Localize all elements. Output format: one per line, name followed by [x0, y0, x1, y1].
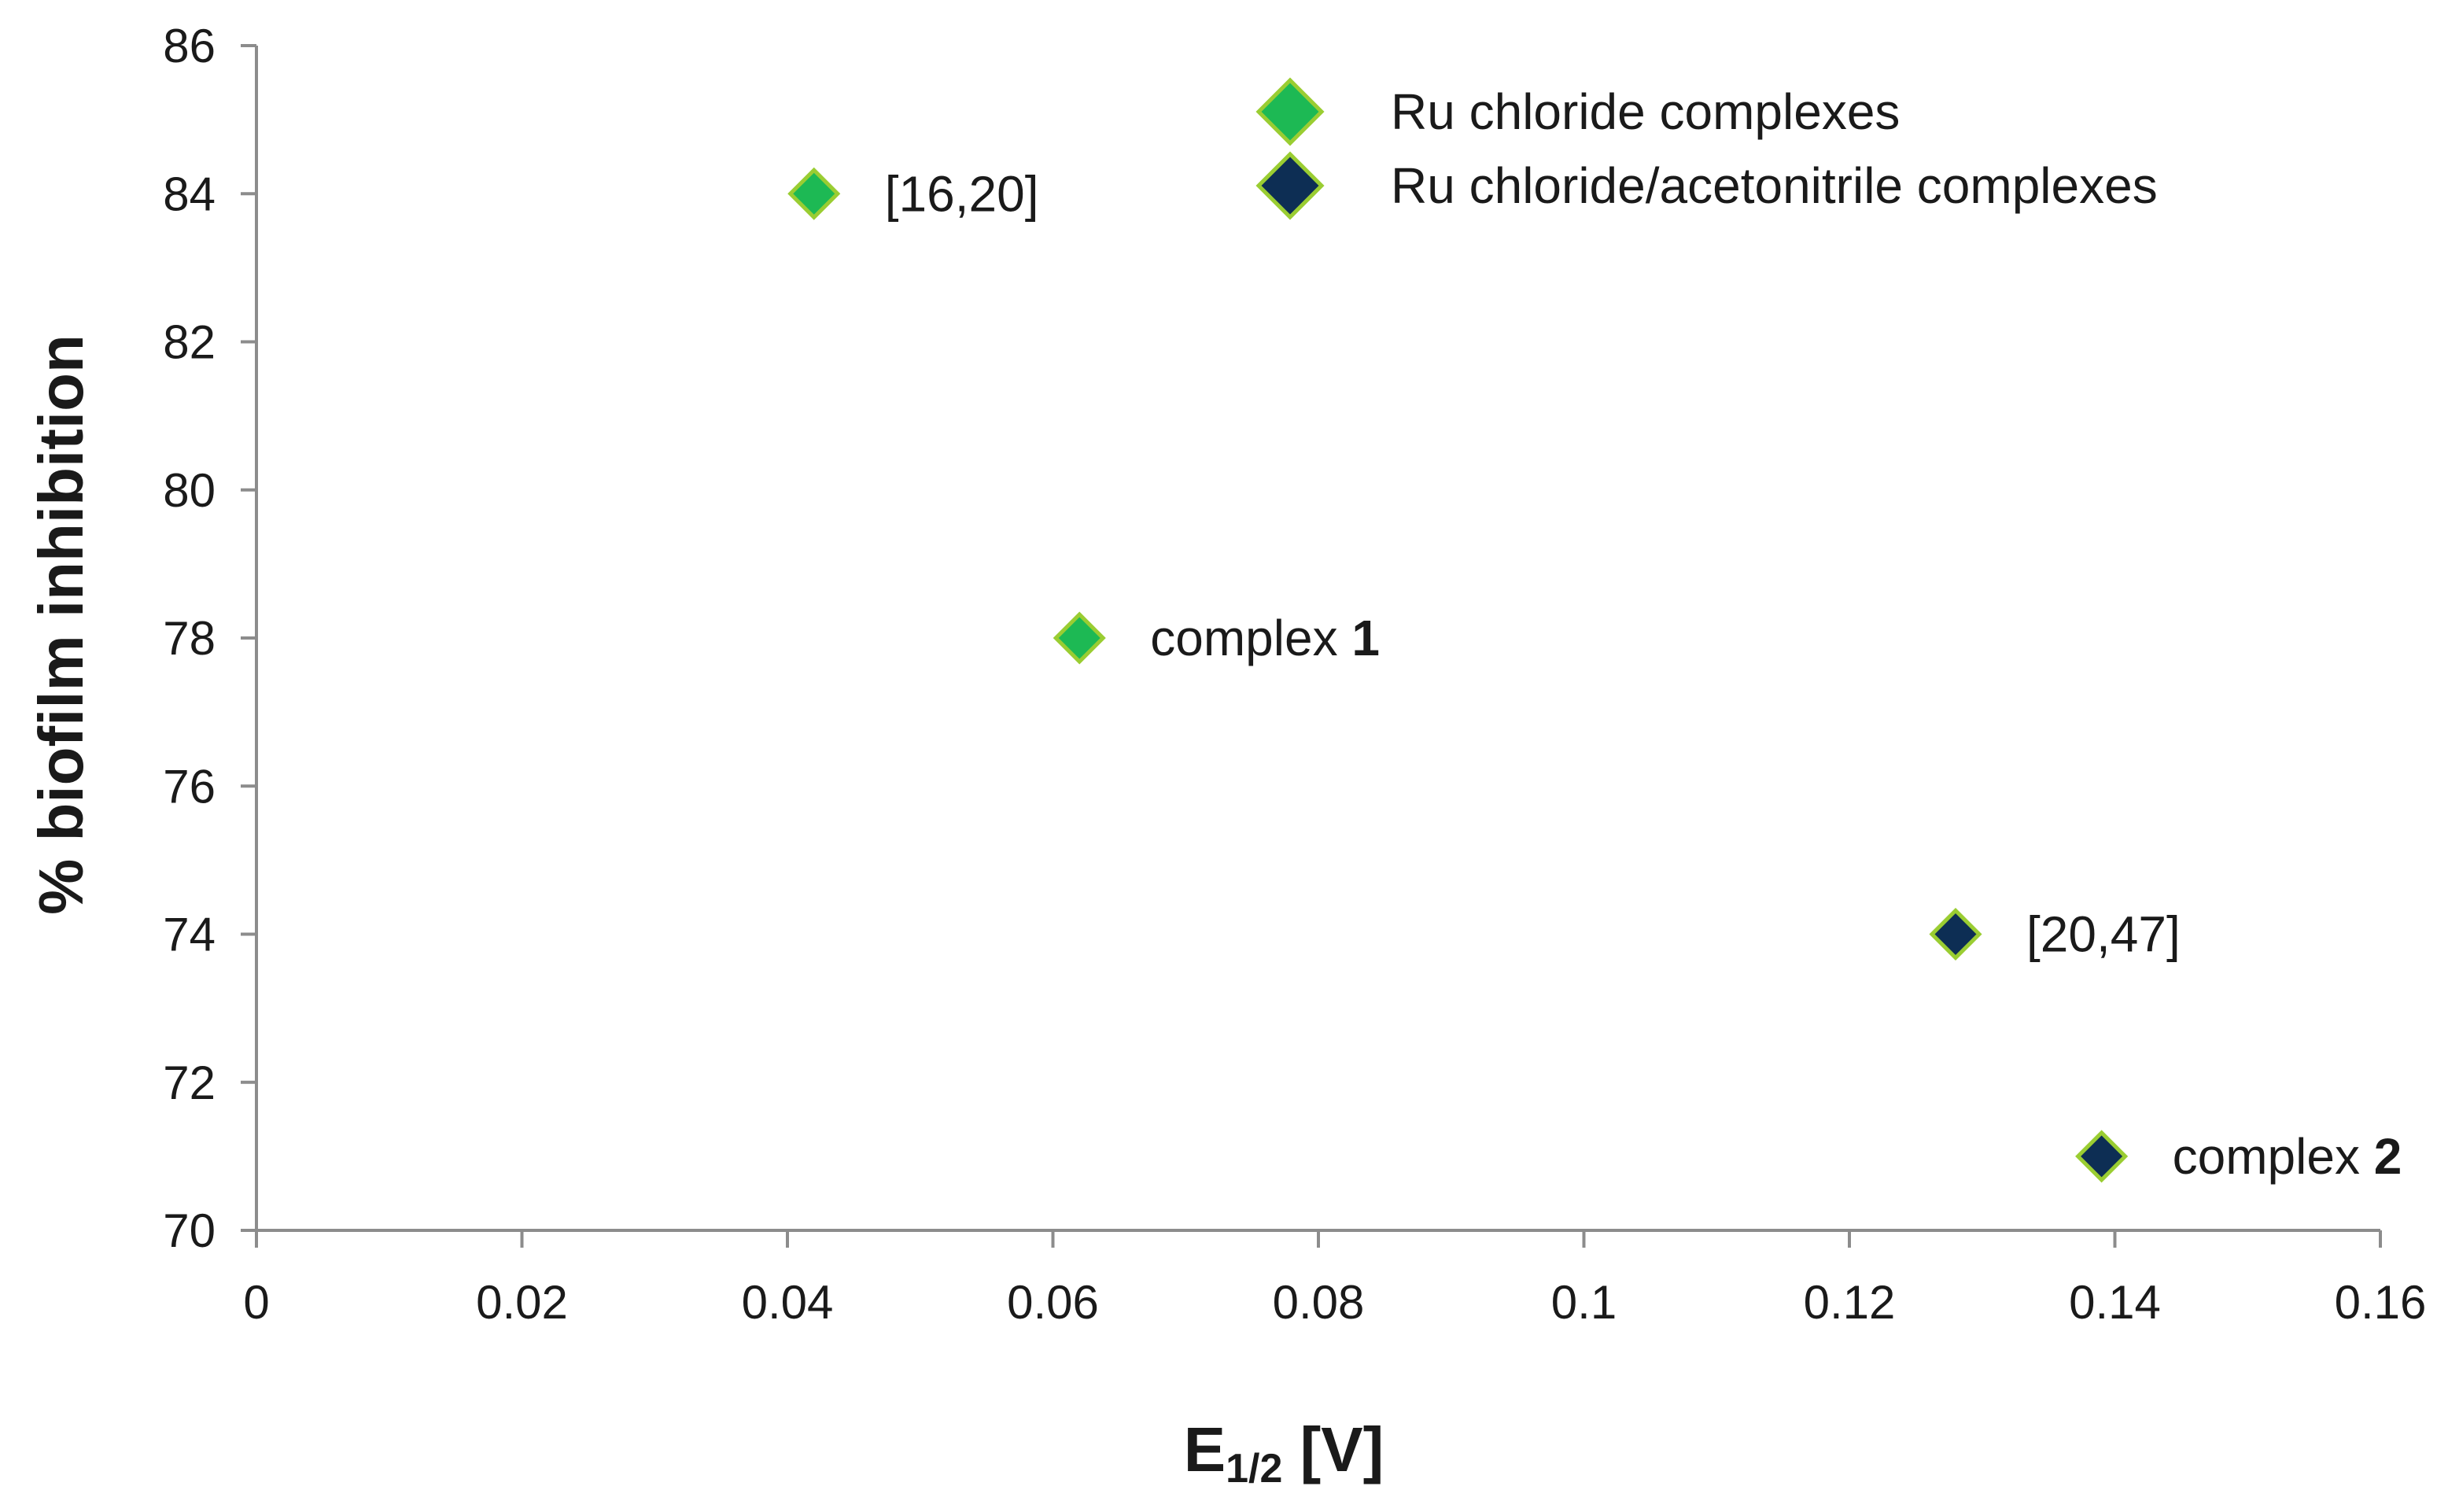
x-axis-title-main: E	[1184, 1414, 1226, 1484]
data-point-marker	[787, 167, 841, 220]
x-tick-label: 0.04	[742, 1276, 834, 1329]
x-tick-label: 0.16	[2335, 1276, 2427, 1329]
data-point-label: [20,47]	[2026, 906, 2181, 963]
legend-marker	[1255, 151, 1325, 220]
y-tick-label: 86	[163, 20, 216, 72]
legend-marker	[1255, 77, 1325, 146]
data-point-label: [16,20]	[885, 165, 1039, 222]
y-tick-label: 74	[163, 909, 216, 961]
data-point-marker	[1053, 611, 1106, 665]
x-tick-label: 0.08	[1273, 1276, 1365, 1329]
x-ticks: 0 0.02 0.04 0.06 0.08 0.1 0.12 0.14 0.16	[243, 1230, 2426, 1329]
data-point-marker	[1929, 907, 1982, 961]
legend: Ru chloride complexes Ru chloride/acetoni…	[1255, 77, 2158, 220]
x-axis-title: E1/2 [V]	[1184, 1414, 1384, 1492]
legend-label: Ru chloride complexes	[1391, 83, 1900, 140]
y-ticks: 70 72 74 76 78 80 82 84 86	[163, 20, 256, 1257]
x-axis-title-subscript: 1/2	[1226, 1446, 1282, 1492]
data-points: [16,20] complex 1 [20,47] complex 2	[787, 165, 2402, 1185]
y-tick-label: 72	[163, 1057, 216, 1109]
x-tick-label: 0.02	[476, 1276, 568, 1329]
y-tick-label: 78	[163, 612, 216, 665]
x-axis-title-suffix: [V]	[1282, 1414, 1384, 1484]
y-tick-label: 82	[163, 316, 216, 369]
legend-label: Ru chloride/acetonitrile complexes	[1391, 157, 2158, 214]
x-tick-label: 0.14	[2069, 1276, 2161, 1329]
x-tick-label: 0	[243, 1276, 269, 1329]
y-tick-label: 76	[163, 760, 216, 813]
y-tick-label: 80	[163, 464, 216, 517]
y-axis-title: % biofilm inhibition	[26, 334, 96, 915]
data-point-label: complex 1	[1150, 610, 1380, 666]
x-tick-label: 0.1	[1551, 1276, 1617, 1329]
x-tick-label: 0.06	[1007, 1276, 1099, 1329]
y-tick-label: 84	[163, 168, 216, 220]
data-point-label: complex 2	[2173, 1128, 2402, 1185]
data-point-marker	[2075, 1130, 2129, 1183]
y-tick-label: 70	[163, 1204, 216, 1257]
x-tick-label: 0.12	[1804, 1276, 1896, 1329]
